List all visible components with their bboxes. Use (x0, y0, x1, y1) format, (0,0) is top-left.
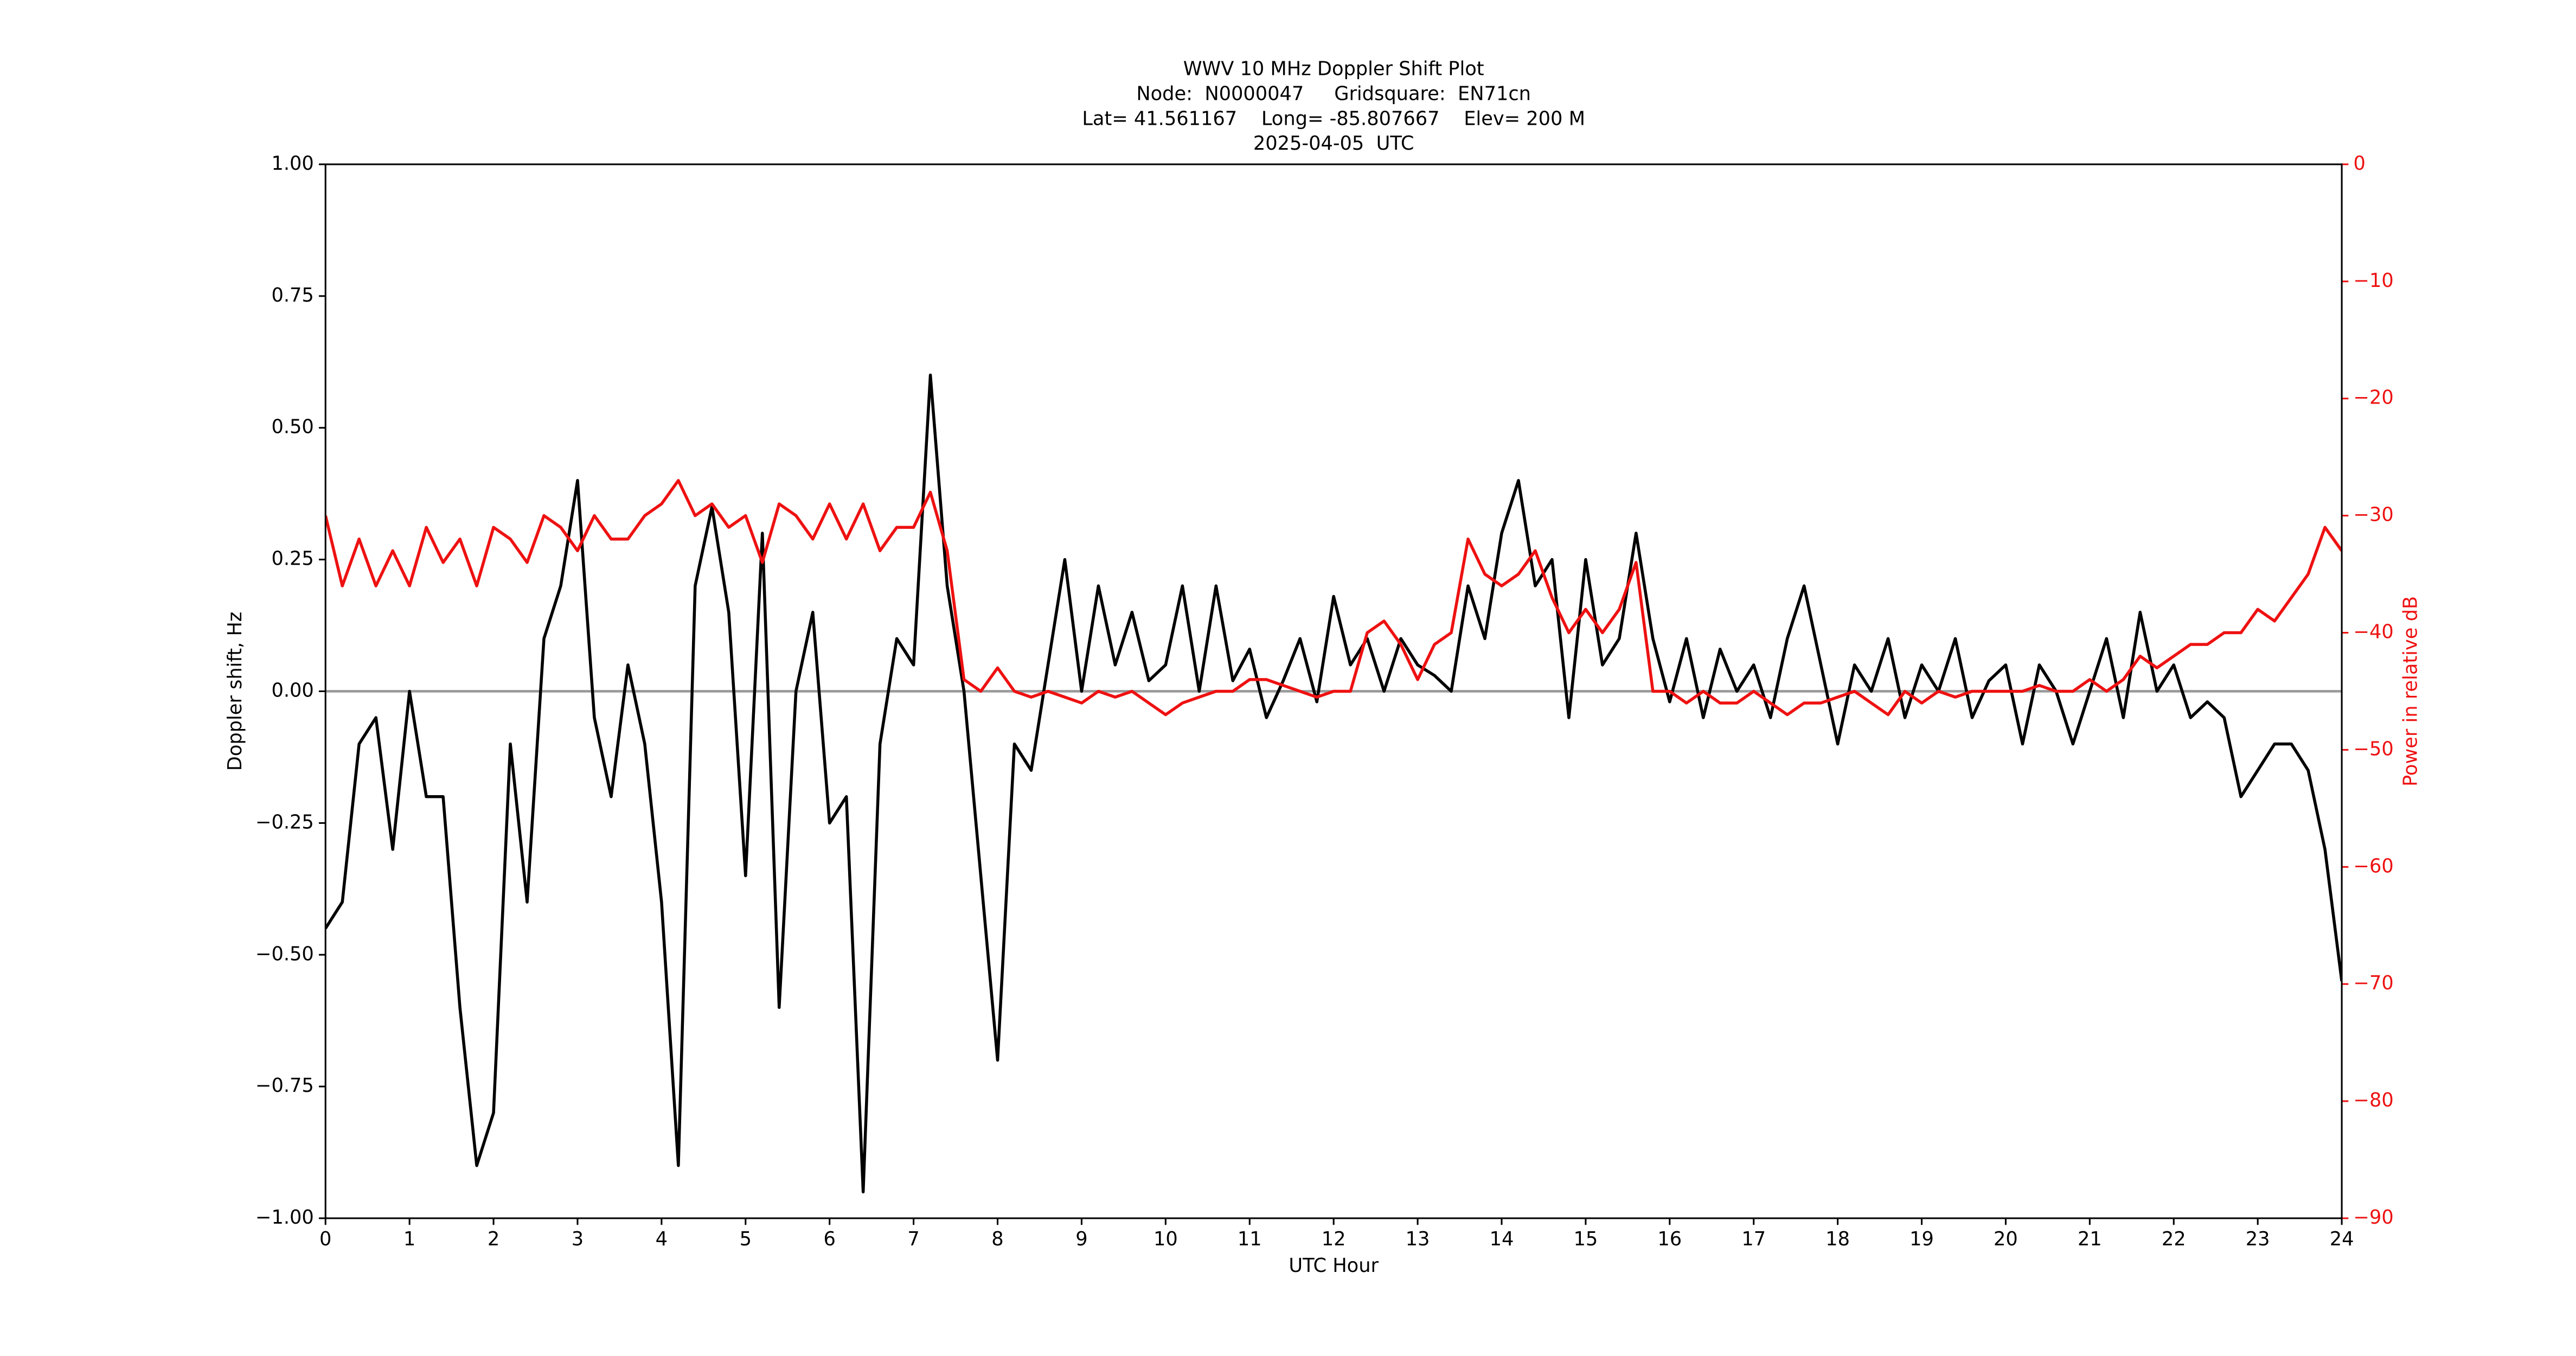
plot-frame (324, 163, 2343, 1219)
y2-tick-label: −40 (2354, 621, 2394, 643)
x-tick-label: 15 (1574, 1228, 1598, 1250)
x-tick-label: 13 (1406, 1228, 1430, 1250)
y2-tick-label: −50 (2354, 738, 2394, 760)
x-tick-label: 11 (1238, 1228, 1262, 1250)
x-tick-label: 12 (1322, 1228, 1346, 1250)
y2-axis-label: Power in relative dB (2400, 596, 2422, 786)
chart-title: 2025-04-05 UTC (1253, 132, 1414, 155)
y-tick-label: −0.25 (255, 811, 314, 833)
x-tick-label: 6 (823, 1228, 835, 1250)
x-tick-label: 21 (2078, 1228, 2102, 1250)
y2-tick-label: −90 (2354, 1206, 2394, 1229)
data-line (325, 373, 2342, 1194)
y-tick-label: −0.50 (255, 943, 314, 965)
x-tick-label: 7 (907, 1228, 919, 1250)
y2-tick-label: −60 (2354, 855, 2394, 877)
x-tick-label: 9 (1075, 1228, 1087, 1250)
data-line (325, 479, 2342, 717)
x-tick-label: 24 (2330, 1228, 2354, 1250)
x-tick-label: 4 (656, 1228, 668, 1250)
y-tick-label: −1.00 (255, 1206, 314, 1229)
x-tick-label: 2 (488, 1228, 499, 1250)
x-tick-label: 3 (572, 1228, 584, 1250)
x-tick-label: 1 (403, 1228, 415, 1250)
x-tick-label: 23 (2246, 1228, 2270, 1250)
chart-title: Lat= 41.561167 Long= -85.807667 Elev= 20… (1082, 107, 1585, 130)
y2-tick-label: −20 (2354, 387, 2394, 409)
y2-tick-label: 0 (2354, 152, 2366, 175)
x-tick-label: 19 (1909, 1228, 1934, 1250)
y-tick-label: 1.00 (271, 152, 313, 175)
x-tick-label: 14 (1490, 1228, 1514, 1250)
y-tick-label: 0.00 (271, 679, 313, 701)
y-axis-label: Doppler shift, Hz (224, 612, 246, 771)
y2-tick-label: −80 (2354, 1089, 2394, 1111)
y-tick-label: −0.75 (255, 1074, 314, 1097)
y2-tick-label: −30 (2354, 504, 2394, 526)
y-tick-label: 0.25 (271, 548, 313, 570)
y-tick-label: 0.50 (271, 416, 313, 438)
x-tick-label: 5 (740, 1228, 752, 1250)
x-tick-label: 18 (1825, 1228, 1850, 1250)
chart-title: Node: N0000047 Gridsquare: EN71cn (1136, 82, 1531, 105)
x-tick-label: 22 (2162, 1228, 2186, 1250)
y-tick-label: 0.75 (271, 284, 313, 306)
x-tick-label: 20 (1994, 1228, 2018, 1250)
x-tick-label: 0 (319, 1228, 331, 1250)
x-tick-label: 8 (991, 1228, 1003, 1250)
y2-tick-label: −70 (2354, 972, 2394, 994)
chart-title: WWV 10 MHz Doppler Shift Plot (1183, 58, 1484, 80)
x-tick-label: 16 (1657, 1228, 1682, 1250)
x-tick-label: 17 (1741, 1228, 1766, 1250)
y2-tick-label: −10 (2354, 270, 2394, 292)
x-axis-label: UTC Hour (1289, 1255, 1379, 1277)
x-tick-label: 10 (1154, 1228, 1178, 1250)
